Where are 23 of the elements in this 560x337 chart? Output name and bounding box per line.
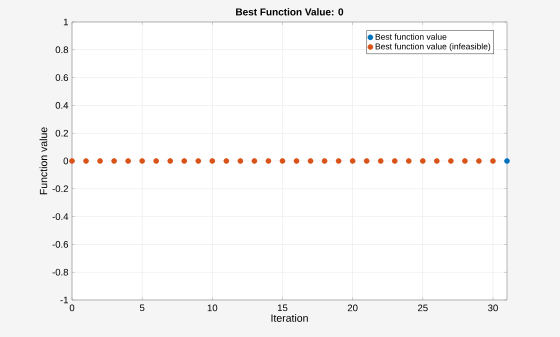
x-tick-label: 20 bbox=[348, 304, 358, 312]
y-tick-label: -0.2 bbox=[52, 185, 68, 192]
y-tick-label: 0.8 bbox=[56, 46, 68, 54]
x-tick-label: 15 bbox=[278, 304, 288, 312]
x-axis-title: Iteration bbox=[272, 314, 308, 322]
chart-title: Best Function Value: 0 bbox=[236, 8, 344, 16]
y-tick-label: -1 bbox=[60, 296, 68, 304]
y-tick-label: -0.4 bbox=[52, 213, 68, 220]
x-tick-label: 0 bbox=[70, 304, 74, 312]
x-tick-label: 10 bbox=[208, 304, 218, 312]
legend-label: Best function value bbox=[376, 34, 446, 40]
y-tick-label: -0.8 bbox=[52, 268, 68, 276]
y-tick-label: 0.6 bbox=[56, 74, 68, 81]
x-tick-label: 30 bbox=[488, 304, 498, 312]
y-axis-title: Function value bbox=[40, 127, 48, 194]
y-tick-label: 0.4 bbox=[56, 102, 68, 109]
legend-label: Best function value (infeasible) bbox=[376, 43, 490, 52]
y-tick-label: 0.2 bbox=[56, 130, 68, 137]
y-tick-label: -0.6 bbox=[52, 241, 68, 248]
y-tick-label: 1 bbox=[64, 18, 68, 26]
y-tick-label: 0 bbox=[64, 158, 68, 164]
x-tick-label: 5 bbox=[140, 304, 144, 312]
x-tick-label: 25 bbox=[418, 304, 428, 312]
